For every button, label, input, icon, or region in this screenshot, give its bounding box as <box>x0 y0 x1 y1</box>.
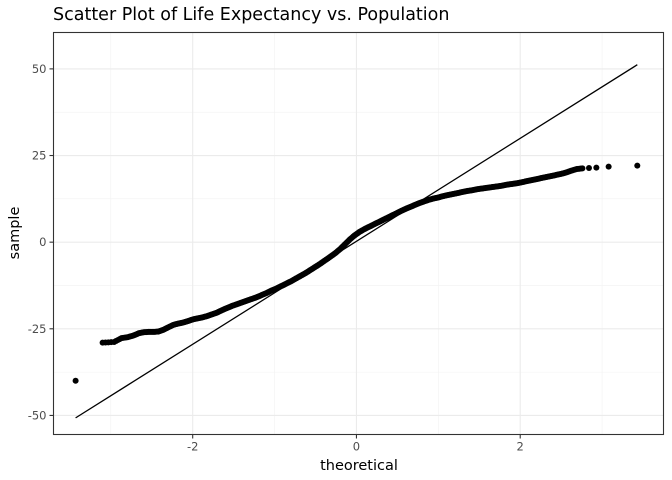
y-tick-label: -50 <box>28 408 47 422</box>
data-point <box>634 162 641 169</box>
y-tick-label: 50 <box>32 62 47 76</box>
data-point <box>585 165 592 172</box>
panel-border <box>52 31 665 436</box>
grid-lines <box>53 32 664 435</box>
y-tick-label: 0 <box>39 235 46 249</box>
reference-line-group <box>75 64 638 419</box>
data-points <box>72 162 641 384</box>
data-point-fill <box>578 165 585 172</box>
data-point-fill <box>108 339 115 346</box>
chart-title: Scatter Plot of Life Expectancy vs. Popu… <box>53 5 449 25</box>
y-tick-label: -25 <box>28 322 47 336</box>
data-point <box>593 164 600 171</box>
y-tick-label: 25 <box>32 149 47 163</box>
x-axis-title: theoretical <box>320 458 398 474</box>
x-tick-label: -2 <box>187 440 198 454</box>
x-tick-label: 0 <box>353 440 360 454</box>
data-point <box>72 377 79 384</box>
y-axis-ticks: -50 -25 0 25 50 <box>28 62 54 422</box>
data-point <box>605 163 612 170</box>
x-axis-ticks: -2 0 2 <box>187 434 524 454</box>
reference-line <box>75 64 638 419</box>
x-tick-label: 2 <box>517 440 524 454</box>
y-axis-title: sample <box>7 207 23 260</box>
